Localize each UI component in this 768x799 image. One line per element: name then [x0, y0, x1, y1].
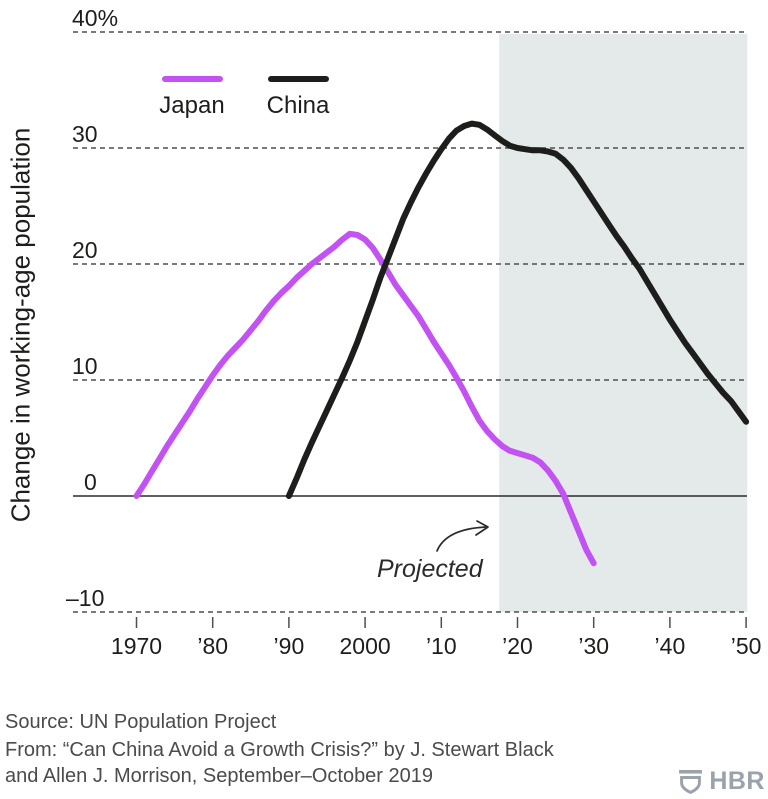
y-tick-label: 40%: [72, 5, 119, 31]
china-line-swatch: [267, 76, 329, 82]
x-tick-label: ’80: [197, 633, 229, 659]
line-chart: Change in working-age population Japan C…: [5, 5, 762, 659]
x-tick-label: ’50: [730, 633, 762, 659]
source-text: Source: UN Population Project: [5, 711, 277, 733]
hbr-logo-text: HBR: [709, 767, 765, 795]
x-tick-label: ’30: [578, 633, 610, 659]
x-tick-label: 2000: [339, 633, 391, 659]
hbr-shield-icon: [679, 769, 703, 794]
china-series-line: [285, 120, 750, 499]
x-tick-label: 1970: [110, 633, 163, 659]
projected-annotation: Projected: [377, 555, 483, 583]
y-axis-title: Change in working-age population: [5, 127, 36, 523]
japan-line-swatch: [161, 76, 223, 82]
legend-item-japan: Japan: [159, 76, 225, 120]
legend-label-japan: Japan: [159, 92, 225, 119]
y-tick-label: 20: [72, 237, 98, 263]
x-tick-label: ’20: [502, 633, 533, 659]
attribution-line-2: and Allen J. Morrison, September–October…: [5, 765, 434, 787]
legend-label-china: China: [266, 92, 330, 119]
x-tick-label: ’40: [654, 633, 686, 659]
projection-shaded-region: [499, 34, 748, 612]
y-tick-label: 30: [72, 121, 98, 147]
y-tick-label: –10: [66, 585, 105, 611]
hbr-logo: HBR: [679, 767, 765, 796]
legend-item-china: China: [265, 76, 331, 120]
y-tick-label: 0: [84, 469, 97, 495]
x-tick-label: ’90: [273, 633, 305, 659]
japan-series-line: [133, 230, 597, 567]
attribution-line-1: From: “Can China Avoid a Growth Crisis?”…: [5, 739, 554, 761]
y-tick-label: 10: [72, 353, 98, 379]
projected-arrow-icon: [436, 520, 489, 552]
x-tick-label: ’10: [425, 633, 457, 659]
chart-canvas: [73, 31, 750, 628]
